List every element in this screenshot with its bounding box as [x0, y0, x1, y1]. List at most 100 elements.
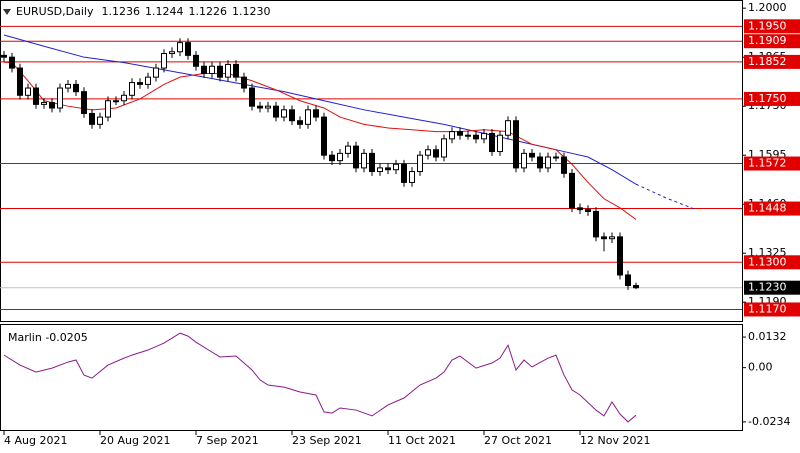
candle-body: [25, 87, 31, 96]
candle-body: [169, 51, 175, 55]
candle-body: [33, 87, 39, 105]
level-label-box: [744, 255, 800, 270]
level-label-box: [744, 156, 800, 171]
level-label: 1.1852: [748, 55, 787, 68]
candle-body: [489, 132, 495, 153]
candle-body: [105, 100, 111, 118]
candle-body: [249, 87, 255, 107]
level-label-box: [744, 302, 800, 317]
candle-body: [305, 109, 311, 125]
y-tick-label: -0.0234: [748, 415, 790, 428]
x-tick-label: 27 Oct 2021: [484, 434, 552, 447]
candle-body: [97, 116, 103, 125]
candle-body: [209, 65, 215, 75]
candle-body: [321, 116, 327, 156]
candle-body: [185, 42, 191, 56]
last-price-box: [744, 280, 800, 295]
candle-body: [257, 105, 263, 109]
candle-body: [153, 67, 159, 78]
candle-body: [265, 105, 271, 109]
candle-body: [553, 156, 559, 159]
x-tick-label: 4 Aug 2021: [4, 434, 67, 447]
candle-body: [625, 274, 631, 287]
candle-body: [177, 42, 183, 53]
x-tick-label: 23 Sep 2021: [292, 434, 362, 447]
candle-body: [289, 109, 295, 122]
indicator-line: [3, 332, 637, 423]
level-label-box: [744, 201, 800, 216]
chart-title: EURUSD,Daily: [16, 5, 94, 18]
candle-body: [537, 156, 543, 169]
candle-body: [417, 154, 423, 173]
candle-body: [129, 82, 135, 96]
candle-body: [241, 76, 247, 89]
candle-body: [481, 132, 487, 140]
x-tick-label: 7 Sep 2021: [196, 434, 259, 447]
candle-body: [41, 102, 47, 105]
candle-body: [377, 167, 383, 173]
candle-body: [345, 145, 351, 154]
candle-body: [369, 152, 375, 173]
y-tick-label: 0.00: [748, 361, 773, 374]
candle-body: [145, 76, 151, 85]
level-label-box: [744, 54, 800, 69]
candle-body: [585, 209, 591, 212]
candle-body: [401, 163, 407, 183]
candle-body: [73, 83, 79, 93]
x-tick-label: 20 Aug 2021: [100, 434, 170, 447]
candle-body: [57, 87, 63, 109]
level-label: 1.1448: [748, 202, 787, 215]
candle-body: [49, 102, 55, 109]
indicator-panel-frame: [0, 324, 743, 431]
candle-body: [601, 236, 607, 240]
header-price: 1.1244: [145, 5, 184, 18]
candle-body: [137, 82, 143, 85]
level-label: 1.1950: [748, 19, 787, 32]
candle-body: [217, 65, 223, 78]
candle-body: [449, 131, 455, 140]
candle-body: [473, 134, 479, 140]
candle-body: [225, 63, 231, 78]
level-label: 1.1909: [748, 34, 787, 47]
collapse-icon: [3, 9, 11, 15]
candle-body: [513, 120, 519, 169]
level-label: 1.1572: [748, 157, 787, 170]
x-tick-label: 12 Nov 2021: [580, 434, 650, 447]
x-tick-label: 11 Oct 2021: [388, 434, 456, 447]
candle-body: [545, 156, 551, 169]
candle-body: [497, 134, 503, 153]
candle-body: [89, 112, 95, 125]
candle-body: [457, 131, 463, 136]
candle-body: [593, 210, 599, 238]
candle-body: [329, 154, 335, 162]
candle-body: [465, 134, 471, 137]
candle-body: [505, 120, 511, 136]
candle-body: [337, 152, 343, 162]
candle-body: [385, 167, 391, 171]
candle-body: [201, 65, 207, 75]
candle-body: [393, 163, 399, 171]
last-price-label: 1.1230: [748, 281, 787, 294]
candle-body: [233, 63, 239, 78]
moving-average: [3, 34, 637, 185]
indicator-title: Marlin -0.0205: [8, 331, 88, 344]
candle-body: [561, 156, 567, 174]
candle-body: [17, 67, 23, 96]
candle-body: [433, 149, 439, 158]
level-label-box: [744, 19, 800, 34]
candle-body: [81, 91, 87, 114]
candle-body: [121, 94, 127, 102]
header-price: 1.1230: [232, 5, 271, 18]
candle-body: [609, 236, 615, 240]
candle-body: [441, 138, 447, 158]
candle-body: [617, 236, 623, 276]
candle-body: [521, 152, 527, 169]
price-panel-frame: [0, 0, 743, 322]
candle-body: [353, 145, 359, 169]
level-label: 1.1750: [748, 92, 787, 105]
candle-body: [273, 105, 279, 118]
candle-body: [1, 54, 7, 58]
candle-body: [193, 54, 199, 67]
candle-body: [409, 171, 415, 183]
